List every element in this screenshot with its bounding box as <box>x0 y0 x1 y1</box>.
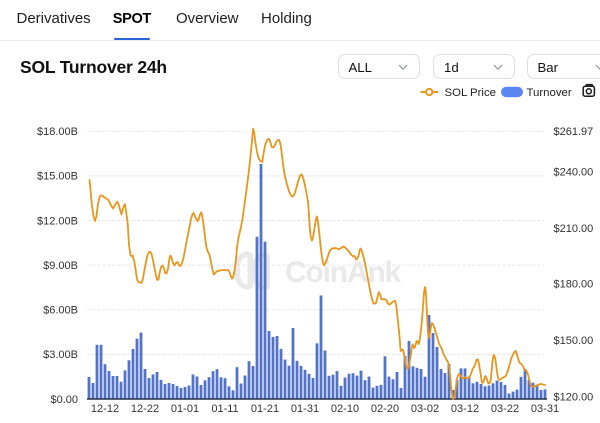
svg-text:12-22: 12-22 <box>131 403 159 415</box>
svg-text:03-22: 03-22 <box>491 403 519 415</box>
svg-text:02-10: 02-10 <box>331 403 359 415</box>
svg-text:$120.00: $120.00 <box>554 391 594 403</box>
svg-text:Turnover: Turnover <box>527 87 572 99</box>
svg-text:$180.00: $180.00 <box>554 278 594 290</box>
svg-text:$18.00B: $18.00B <box>37 126 78 138</box>
svg-text:$15.00B: $15.00B <box>37 171 78 183</box>
svg-text:01-31: 01-31 <box>291 403 319 415</box>
svg-text:03-02: 03-02 <box>411 403 439 415</box>
svg-text:$6.00B: $6.00B <box>43 305 78 317</box>
svg-text:$210.00: $210.00 <box>554 223 594 235</box>
svg-text:01-11: 01-11 <box>211 403 238 415</box>
svg-text:02-20: 02-20 <box>371 403 399 415</box>
svg-text:$3.00B: $3.00B <box>43 349 78 361</box>
svg-text:CoinAnk: CoinAnk <box>285 256 401 289</box>
svg-text:SOL Price: SOL Price <box>445 87 497 99</box>
svg-text:03-31: 03-31 <box>531 403 559 415</box>
svg-text:01-01: 01-01 <box>171 403 199 415</box>
svg-text:$9.00B: $9.00B <box>43 260 78 272</box>
svg-text:01-21: 01-21 <box>251 403 279 415</box>
svg-text:03-12: 03-12 <box>451 403 479 415</box>
svg-text:$0.00: $0.00 <box>50 394 78 406</box>
svg-text:$240.00: $240.00 <box>554 166 594 178</box>
svg-text:$12.00B: $12.00B <box>37 215 78 227</box>
svg-text:$261.97: $261.97 <box>554 126 594 138</box>
svg-text:12-12: 12-12 <box>91 403 119 415</box>
svg-text:$150.00: $150.00 <box>554 335 594 347</box>
